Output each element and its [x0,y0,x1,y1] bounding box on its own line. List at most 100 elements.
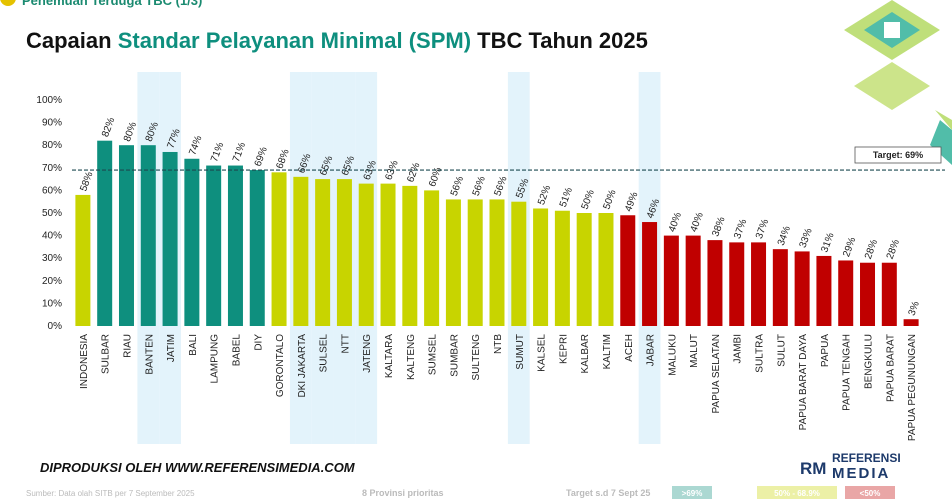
bar [118,145,134,326]
data-label: 38% [710,215,727,238]
legend-swatch [757,486,837,499]
bar [576,213,592,326]
data-label: 3% [907,300,922,317]
logo-mark: RM [800,459,826,478]
data-label: 51% [558,186,575,209]
data-label: 69% [253,145,270,168]
bar [620,215,636,326]
bar [794,251,810,326]
x-tick-label: JATENG [362,334,373,373]
y-tick-label: 100% [36,95,62,106]
data-label: 50% [580,188,597,211]
bar [424,190,440,326]
x-tick-label: KALTENG [406,334,417,380]
data-label: 31% [819,231,836,254]
x-tick-label: JABAR [646,334,657,366]
legend-label: 50% - 68.9% [774,489,820,498]
x-tick-label: BENGKULU [864,334,875,389]
x-tick-label: GORONTALO [275,334,286,397]
data-label: 28% [863,238,880,261]
data-label: 34% [776,225,793,248]
bar [663,235,679,326]
x-tick-label: PAPUA [820,334,831,367]
bar [315,179,331,326]
bar [184,158,200,326]
logo-text: REFERENSI [832,451,901,465]
legend-swatch [672,486,712,499]
data-label: 29% [841,236,858,259]
data-label: 56% [492,175,509,198]
data-label: 71% [209,141,226,164]
bar [249,170,265,326]
target-label: Target: 69% [873,150,923,160]
data-label: 68% [275,148,292,171]
y-tick-label: 90% [42,118,62,129]
bar [881,262,897,326]
logo-text: MEDIA [832,465,890,482]
x-tick-label: JATIM [166,334,177,362]
title-part: Standar Pelayanan Minimal (SPM) [118,28,471,53]
data-label: 28% [885,238,902,261]
legend-label: <50% [860,489,881,498]
y-tick-label: 50% [42,208,62,219]
bar [97,140,113,326]
bar [336,179,352,326]
bar [206,165,222,326]
bar [358,183,374,326]
data-label: 71% [231,141,248,164]
legend-label: >69% [682,489,703,498]
bar [271,172,287,326]
bar [162,151,178,326]
x-tick-label: LAMPUNG [210,334,221,384]
x-tick-label: MALUT [689,334,700,368]
decoration [844,0,952,165]
y-tick-label: 80% [42,140,62,151]
y-tick-label: 0% [48,321,63,332]
data-label: 74% [187,134,204,157]
x-tick-label: DKI JAKARTA [297,334,308,398]
data-label: 37% [754,218,771,241]
section-label: Penemuan Terduga TBC (1/3) [22,0,202,8]
bar [838,260,854,326]
bar [445,199,461,326]
data-label: 62% [405,161,422,184]
x-tick-label: BABEL [231,334,242,367]
bar [685,235,701,326]
x-tick-label: JAMBI [733,334,744,363]
x-tick-label: PAPUA BARAT DAYA [798,334,809,431]
x-tick-label: PAPUA SELATAN [711,334,722,413]
data-label: 58% [78,170,95,193]
y-tick-label: 20% [42,276,62,287]
x-tick-label: DIY [253,334,264,351]
bar [533,208,549,326]
x-tick-label: SULBAR [101,334,112,374]
credit: DIPRODUKSI OLEH WWW.REFERENSIMEDIA.COM [40,460,356,475]
data-label: 37% [732,218,749,241]
x-tick-label: KALSEL [537,334,548,372]
x-tick-label: BALI [188,334,199,356]
x-tick-label: KALTIM [602,334,613,369]
data-label: 82% [100,116,117,139]
data-label: 40% [667,211,684,234]
bar [467,199,483,326]
data-label: 49% [623,191,640,214]
x-tick-label: NTB [493,334,504,354]
x-tick-label: SULTENG [471,334,482,381]
source: Sumber: Data olah SITB per 7 September 2… [26,489,195,498]
x-tick-label: SULTRA [755,334,766,373]
x-tick-label: RIAU [122,334,133,358]
data-label: 40% [689,211,706,234]
x-tick-label: PAPUA PEGUNUNGAN [907,334,918,441]
data-label: 56% [471,175,488,198]
bar [772,249,788,326]
data-label: 80% [122,121,139,144]
data-label: 33% [798,227,815,250]
footer-note: Target s.d 7 Sept 25 [566,488,650,498]
bar [511,201,527,326]
bar [489,199,505,326]
target-label-box [854,146,942,164]
title-part: TBC Tahun 2025 [471,28,648,53]
data-label: 60% [427,166,444,189]
bar [903,319,919,326]
